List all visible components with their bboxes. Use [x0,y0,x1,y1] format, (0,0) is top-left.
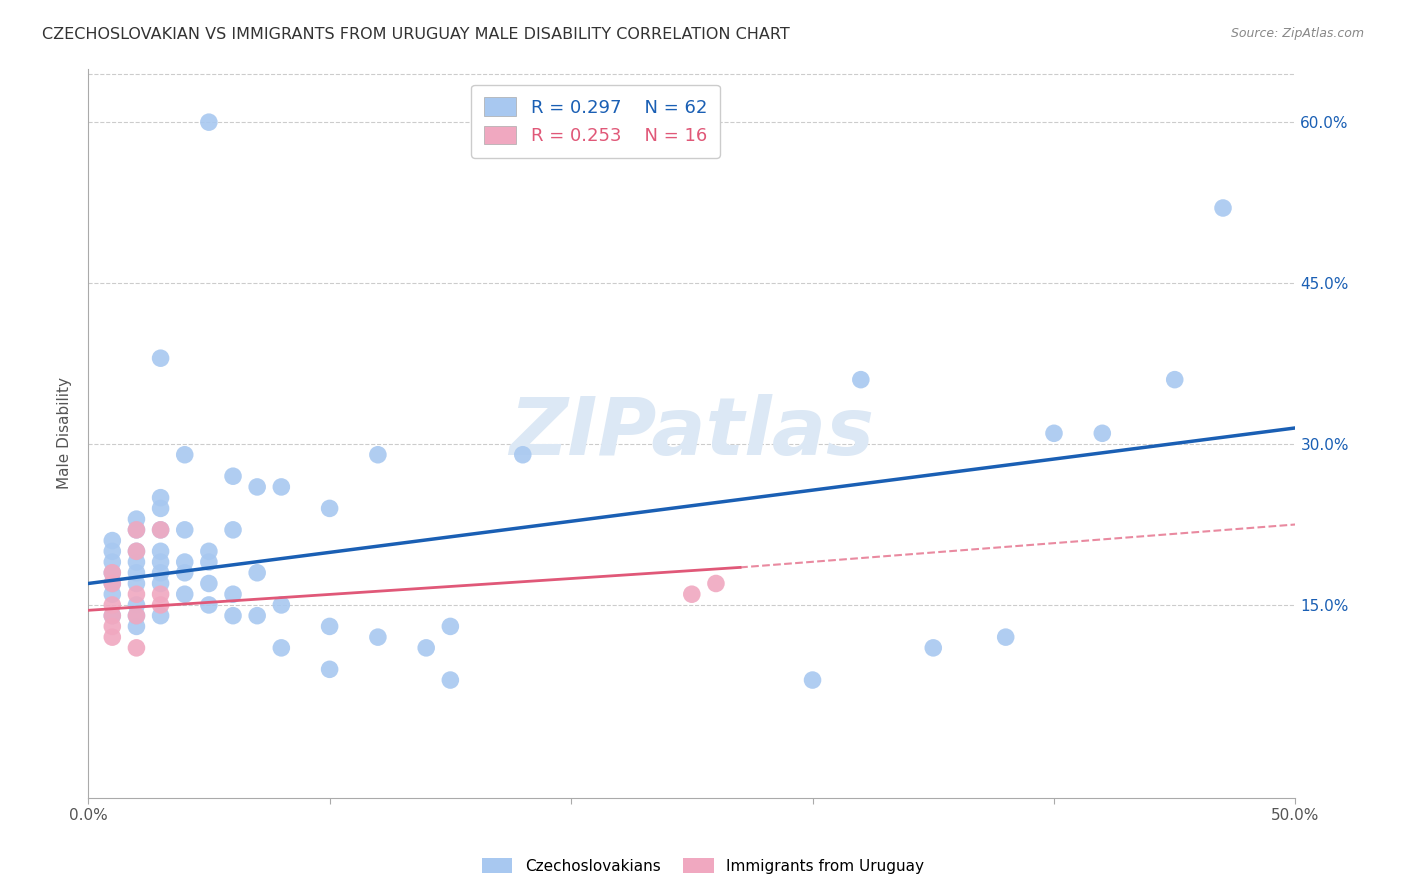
Text: Source: ZipAtlas.com: Source: ZipAtlas.com [1230,27,1364,40]
Point [125,512,148,526]
Point [149,608,172,623]
Y-axis label: Male Disability: Male Disability [58,377,72,490]
Point [270,640,292,655]
Point [222,587,245,601]
Point [125,587,148,601]
Point [222,608,245,623]
Point [994,630,1017,644]
Point [198,115,221,129]
Point [149,351,172,366]
Point [439,673,461,687]
Point [367,630,389,644]
Point [125,523,148,537]
Point [125,555,148,569]
Point [415,640,437,655]
Point [512,448,534,462]
Point [149,566,172,580]
Point [173,555,195,569]
Point [149,523,172,537]
Point [1043,426,1066,441]
Point [270,480,292,494]
Point [149,501,172,516]
Point [149,555,172,569]
Point [101,576,124,591]
Point [101,555,124,569]
Point [222,469,245,483]
Point [367,448,389,462]
Point [246,608,269,623]
Point [149,576,172,591]
Point [125,619,148,633]
Point [173,523,195,537]
Point [101,544,124,558]
Point [173,587,195,601]
Point [609,115,631,129]
Point [125,544,148,558]
Point [125,608,148,623]
Point [222,523,245,537]
Point [318,619,340,633]
Point [125,640,148,655]
Legend: Czechoslovakians, Immigrants from Uruguay: Czechoslovakians, Immigrants from Urugua… [475,852,931,880]
Point [1091,426,1114,441]
Point [681,587,703,601]
Point [801,673,824,687]
Point [318,662,340,676]
Point [849,373,872,387]
Point [198,576,221,591]
Point [198,544,221,558]
Point [125,608,148,623]
Point [704,576,727,591]
Point [270,598,292,612]
Point [101,619,124,633]
Text: ZIPatlas: ZIPatlas [509,394,875,472]
Point [149,544,172,558]
Point [318,501,340,516]
Point [101,566,124,580]
Point [149,491,172,505]
Point [125,598,148,612]
Point [1212,201,1234,215]
Point [125,576,148,591]
Point [173,448,195,462]
Point [198,598,221,612]
Point [439,619,461,633]
Point [198,555,221,569]
Point [125,566,148,580]
Point [101,630,124,644]
Point [101,533,124,548]
Point [101,587,124,601]
Legend: R = 0.297    N = 62, R = 0.253    N = 16: R = 0.297 N = 62, R = 0.253 N = 16 [471,85,720,158]
Point [922,640,945,655]
Point [101,576,124,591]
Point [246,566,269,580]
Point [101,608,124,623]
Point [101,566,124,580]
Point [125,523,148,537]
Point [149,587,172,601]
Point [149,598,172,612]
Point [125,544,148,558]
Point [246,480,269,494]
Text: CZECHOSLOVAKIAN VS IMMIGRANTS FROM URUGUAY MALE DISABILITY CORRELATION CHART: CZECHOSLOVAKIAN VS IMMIGRANTS FROM URUGU… [42,27,790,42]
Point [101,608,124,623]
Point [1164,373,1187,387]
Point [149,523,172,537]
Point [173,566,195,580]
Point [101,598,124,612]
